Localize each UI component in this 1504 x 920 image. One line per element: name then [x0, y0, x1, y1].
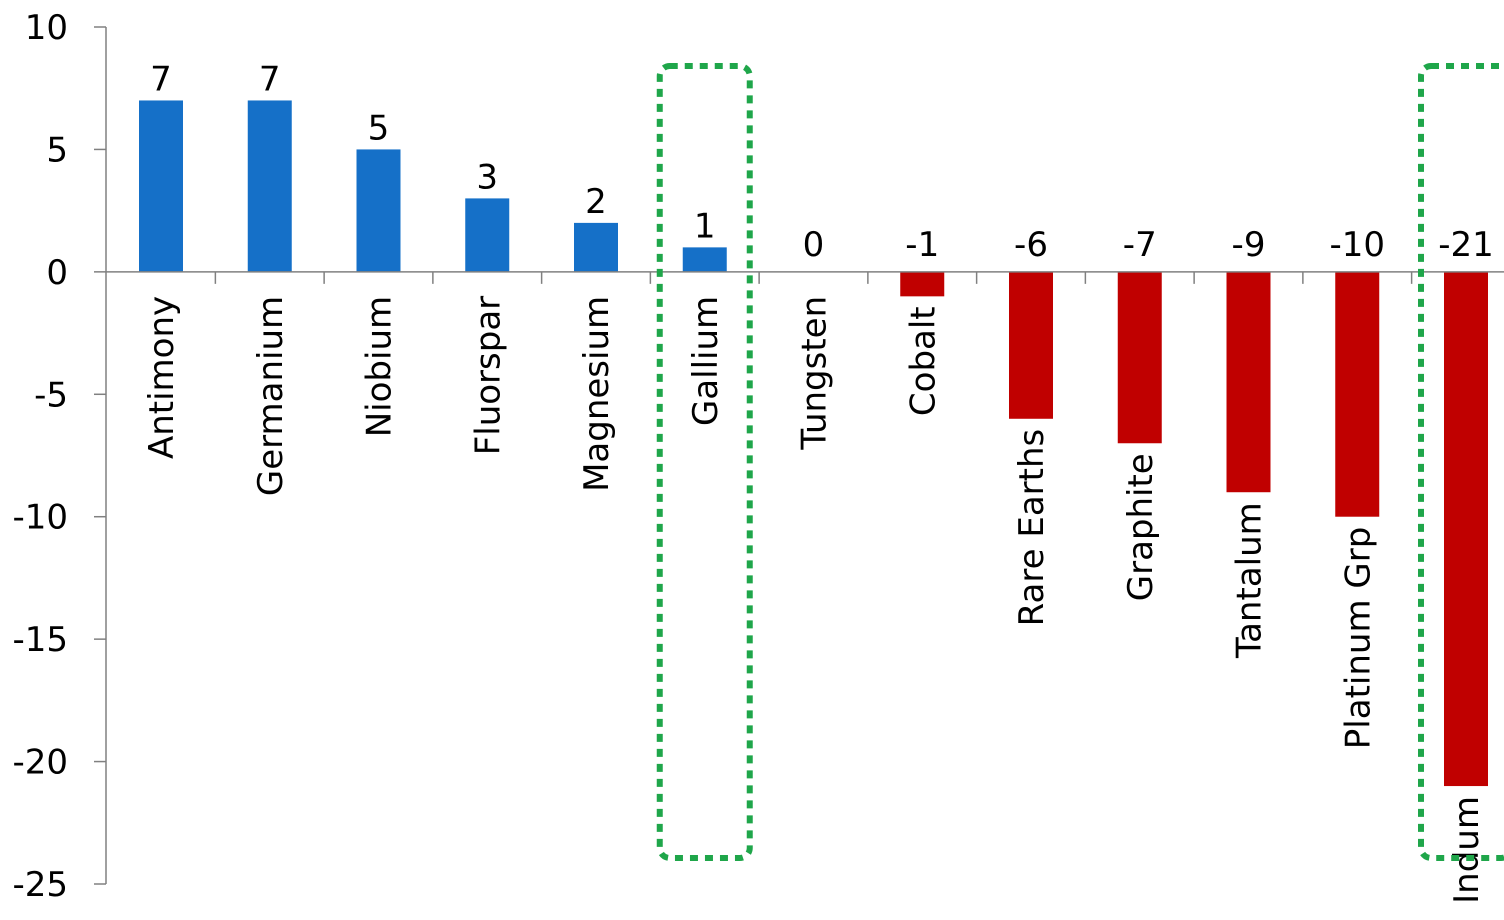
category-label: Magnesium	[577, 296, 617, 492]
category-label: Rare Earths	[1012, 429, 1052, 627]
y-tick-label: 5	[46, 130, 68, 170]
data-label: 7	[259, 59, 281, 99]
y-tick-label: 0	[46, 253, 68, 293]
bar-cobalt	[900, 271, 945, 297]
data-label: 0	[803, 225, 825, 265]
data-label: -6	[1014, 225, 1048, 265]
bar-germanium	[247, 100, 292, 272]
y-tick-label: -25	[12, 865, 68, 905]
y-tick-label: -20	[12, 743, 68, 783]
bar-niobium	[356, 149, 401, 272]
category-label: Gallium	[686, 296, 726, 426]
bar-tantalum	[1226, 271, 1271, 493]
data-label: 7	[150, 59, 172, 99]
data-label: -21	[1438, 225, 1494, 265]
bars	[139, 100, 1488, 787]
x-axis	[106, 271, 1504, 284]
y-tick-label: 10	[25, 8, 68, 48]
category-label: Platinum Grp	[1338, 527, 1378, 750]
category-label: Cobalt	[903, 306, 943, 416]
y-tick-label: -5	[34, 375, 68, 415]
data-label: 1	[694, 206, 716, 246]
category-label: Fluorspar	[468, 296, 508, 455]
data-labels: 7 7 5 3 2 1 0 -1 -6 -7 -9 -10 -21	[150, 59, 1494, 264]
data-label: -1	[905, 225, 939, 265]
category-label: Antimony	[142, 296, 182, 459]
category-label: Graphite	[1121, 453, 1161, 601]
y-tick-label: -10	[12, 498, 68, 538]
bar-gallium	[682, 247, 727, 272]
highlight-boxes	[656, 63, 1504, 861]
category-label: Tungsten	[795, 296, 835, 451]
y-axis: 10 5 0 -5 -10 -15 -20 -25	[12, 8, 107, 905]
data-label: -10	[1329, 225, 1385, 265]
data-label: 5	[368, 108, 390, 148]
category-label: Tantalum	[1230, 502, 1270, 659]
data-label: -7	[1123, 225, 1157, 265]
highlight-box-indum	[1418, 63, 1504, 861]
bar-antimony	[139, 100, 183, 272]
data-label: 3	[476, 157, 498, 197]
bar-indum	[1444, 271, 1488, 787]
bar-graphite	[1117, 271, 1162, 444]
category-label: Indum	[1447, 796, 1487, 904]
bar-rare-earths	[1009, 271, 1053, 419]
bar-fluorspar	[465, 198, 510, 272]
data-label: -9	[1232, 225, 1266, 265]
data-label: 2	[585, 182, 607, 222]
bar-magnesium	[574, 222, 618, 272]
bar-platinum-grp	[1335, 271, 1380, 517]
category-label: Niobium	[360, 296, 400, 437]
category-label: Germanium	[251, 296, 291, 496]
highlight-box-gallium	[656, 63, 753, 861]
category-labels: Antimony Germanium Niobium Fluorspar Magnesi…	[142, 296, 1487, 904]
y-tick-label: -15	[12, 620, 68, 660]
